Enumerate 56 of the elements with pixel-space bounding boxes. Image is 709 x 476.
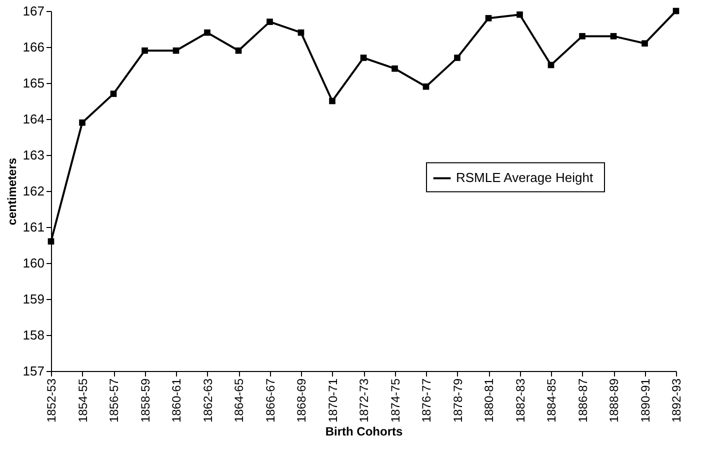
point [516, 11, 523, 18]
point [485, 15, 492, 22]
y-tick-label: 165 [22, 76, 44, 90]
point [204, 29, 210, 36]
y-tick-label: 162 [22, 184, 44, 198]
point [454, 54, 460, 61]
y-tick-label: 163 [22, 148, 44, 162]
x-axis-title: Birth Cohorts [325, 424, 403, 439]
y-tick-label: 158 [22, 328, 44, 342]
x-tick-label: 1882-83 [513, 378, 528, 423]
y-tick-label: 166 [22, 40, 44, 54]
y-tick-label: 157 [22, 364, 44, 378]
x-tick-label: 1856-57 [107, 378, 121, 423]
point [360, 54, 367, 61]
point [548, 62, 554, 68]
x-tick-label: 1852-53 [44, 378, 58, 423]
point [329, 98, 336, 104]
y-tick-label: 161 [22, 220, 44, 234]
x-tick-label: 1888-89 [607, 378, 621, 423]
x-tick-label: 1878-79 [450, 378, 465, 423]
point [48, 238, 54, 245]
x-tick-label: 1876-77 [420, 378, 434, 423]
point [392, 65, 398, 72]
point [172, 47, 180, 54]
point [610, 33, 617, 40]
x-tick-label: 1862-63 [200, 378, 215, 423]
x-tick-label: 1868-69 [294, 378, 308, 423]
y-axis-title: centimeters [4, 157, 19, 226]
y-tick-label: 159 [22, 292, 44, 306]
y-tick-label: 167 [22, 4, 44, 18]
x-tick-label: 1874-75 [388, 378, 402, 423]
point [422, 83, 430, 90]
point [672, 8, 680, 14]
x-tick-label: 1860-61 [170, 378, 184, 423]
x-tick-label: 1872-73 [357, 378, 371, 423]
point [579, 33, 586, 40]
x-tick-label: 1866-67 [263, 378, 278, 423]
x-tick-label: 1864-65 [232, 378, 246, 423]
x-tick-label: 1854-55 [76, 378, 90, 423]
point [642, 40, 648, 47]
x-tick-label: 1870-71 [326, 378, 340, 423]
x-tick-label: 1858-59 [138, 378, 152, 423]
x-tick-label: 1884-85 [544, 378, 558, 423]
point [110, 90, 117, 97]
point [235, 47, 242, 54]
point [266, 18, 273, 25]
x-tick-label: 1886-87 [576, 378, 590, 423]
x-tick-label: 1892-93 [670, 378, 684, 423]
point [79, 119, 86, 126]
x-tick-label: 1880-81 [482, 378, 496, 423]
y-tick-label: 164 [22, 112, 44, 126]
legend-label: RSMLE Average Height [456, 170, 594, 186]
point [298, 29, 304, 36]
point [142, 47, 148, 54]
x-tick-label: 1890-91 [638, 378, 652, 423]
y-tick-label: 160 [22, 256, 44, 270]
